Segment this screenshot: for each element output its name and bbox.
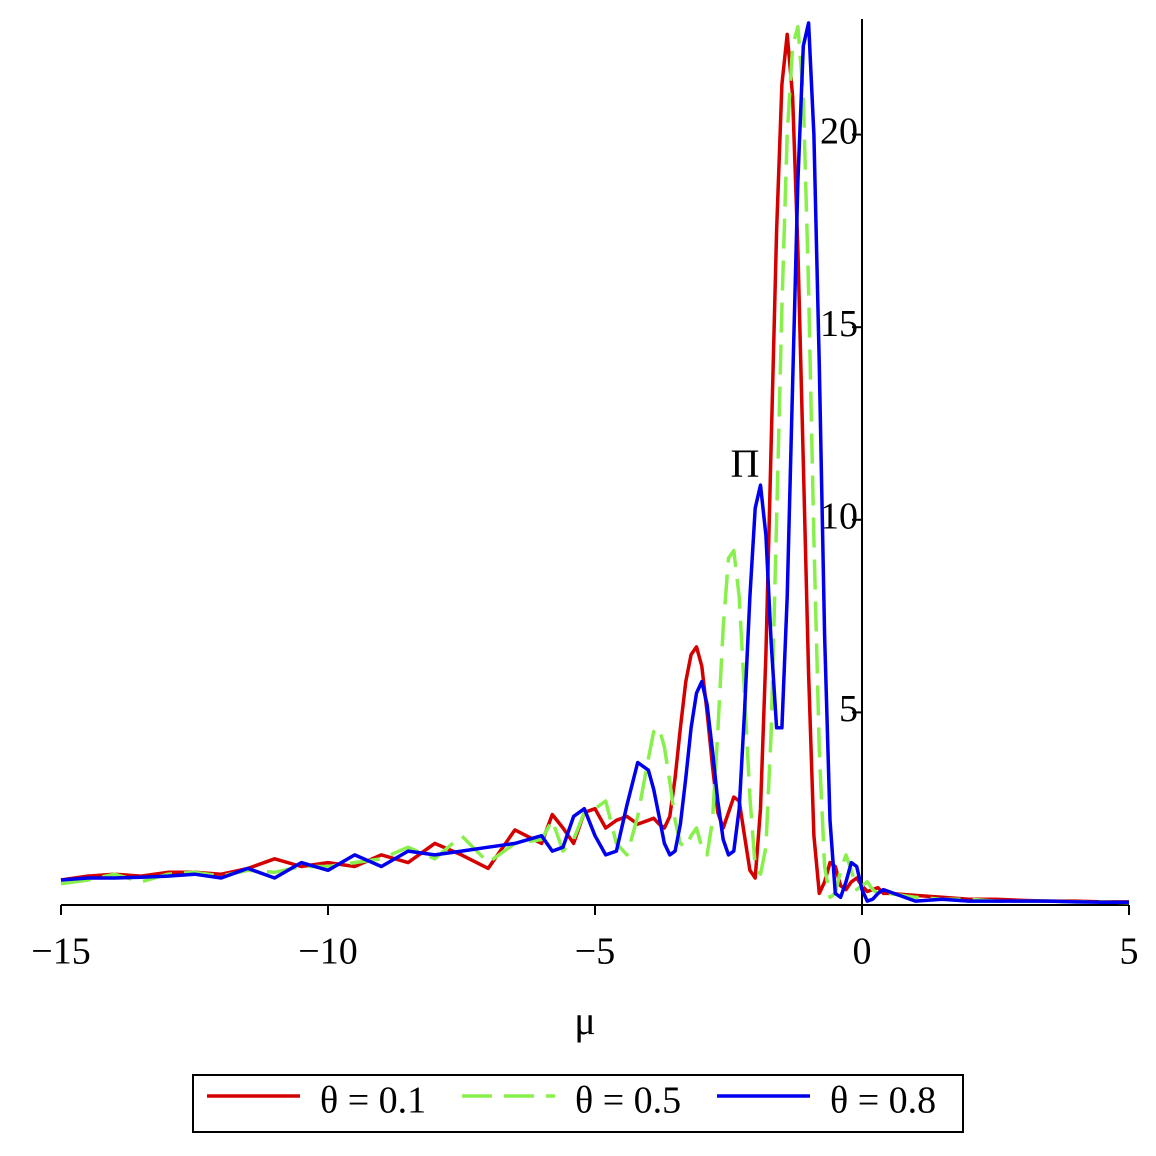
x-tick-label: −15	[31, 931, 90, 973]
legend-label: θ = 0.8	[830, 1080, 936, 1122]
y-axis-label: Π	[731, 441, 760, 486]
legend-label: θ = 0.5	[575, 1080, 681, 1122]
series-line	[60, 21, 1129, 905]
y-tick-label: 20	[820, 110, 858, 152]
series-line	[60, 24, 1130, 905]
legend-label: θ = 0.1	[320, 1080, 426, 1122]
x-axis-label: μ	[574, 998, 595, 1043]
x-tick-label: −5	[575, 931, 615, 973]
x-tick-label: 0	[853, 931, 872, 973]
x-tick-label: −10	[298, 931, 357, 973]
x-tick-label: 5	[1120, 931, 1139, 973]
y-tick-label: 15	[820, 303, 858, 345]
legend-box	[192, 1074, 964, 1133]
y-tick-label: 10	[820, 496, 858, 538]
y-tick-label: 5	[839, 688, 858, 730]
